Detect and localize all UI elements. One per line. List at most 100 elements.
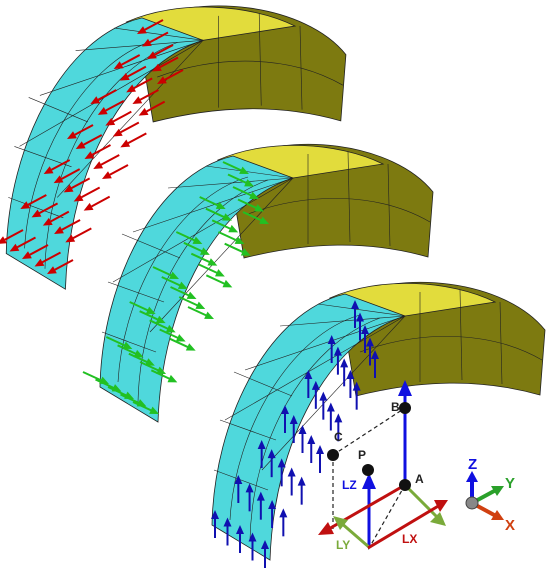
- load-arrow-head: [215, 201, 226, 209]
- load-arrow-shaft: [120, 54, 141, 66]
- load-arrow-head: [167, 374, 178, 383]
- load-arrow-shaft: [183, 241, 203, 253]
- load-arrow-shaft: [190, 252, 210, 263]
- load-arrow-shaft: [198, 263, 218, 274]
- axis-label: LY: [336, 538, 350, 552]
- load-arrow-shaft: [154, 44, 174, 56]
- load-arrow-head: [211, 510, 219, 519]
- load-arrow-head: [245, 483, 254, 493]
- load-arrow-head: [289, 415, 298, 424]
- load-arrow-shaft: [133, 77, 153, 90]
- load-arrow-head: [177, 281, 188, 289]
- load-arrow-shaft: [100, 154, 120, 166]
- load-arrow-head: [119, 72, 130, 81]
- load-arrow-head: [214, 269, 225, 277]
- load-arrow-shaft: [139, 89, 159, 101]
- load-arrow-shaft: [54, 259, 74, 271]
- load-arrow-head: [234, 236, 245, 244]
- load-arrow-shaft: [127, 132, 147, 145]
- load-arrow-head: [157, 76, 167, 84]
- load-arrow-head: [113, 61, 124, 69]
- red-arrows: [0, 19, 184, 274]
- load-arrow-shaft: [139, 310, 159, 321]
- load-arrow-shaft: [90, 195, 111, 208]
- load-arrow-shaft: [4, 229, 24, 241]
- load-arrow-shaft: [83, 134, 103, 146]
- load-arrow-shaft: [16, 236, 36, 249]
- load-arrow-head: [222, 279, 233, 288]
- load-arrow-shaft: [222, 161, 242, 172]
- load-arrow-shaft: [70, 177, 91, 190]
- load-arrow-head: [307, 435, 316, 444]
- load-arrow-head: [351, 300, 359, 309]
- load-arrow-shaft: [105, 336, 125, 347]
- load-arrow-shaft: [41, 251, 61, 264]
- load-arrow-head: [34, 258, 45, 267]
- load-arrow-head: [239, 166, 249, 174]
- load-arrow-head: [156, 366, 167, 374]
- load-arrow-shaft: [175, 231, 195, 242]
- load-arrow-head: [199, 247, 210, 255]
- load-arrow-head: [73, 193, 84, 202]
- load-arrow-shaft: [139, 361, 159, 372]
- load-arrow-shaft: [161, 276, 181, 287]
- load-arrow-shaft: [159, 328, 179, 339]
- load-arrow-head: [84, 151, 95, 159]
- load-arrow-head: [352, 381, 361, 391]
- load-arrow-head: [222, 213, 232, 221]
- load-arrow-shaft: [80, 186, 101, 199]
- blue-arrows: [211, 300, 379, 568]
- load-arrow-head: [120, 139, 131, 148]
- load-arrow-shaft: [107, 386, 127, 397]
- point-label: C: [334, 430, 343, 444]
- load-arrow-head: [281, 405, 289, 414]
- axis-label: LZ: [342, 478, 357, 492]
- load-arrow-head: [304, 370, 313, 379]
- load-arrow-head: [97, 107, 108, 115]
- load-arrow-shaft: [199, 196, 219, 207]
- load-arrow-head: [145, 306, 156, 314]
- load-arrow-head: [31, 209, 42, 218]
- load-arrow-head: [90, 96, 101, 104]
- load-arrow-shaft: [95, 378, 115, 389]
- load-arrow-head: [0, 236, 7, 244]
- load-arrow-head: [63, 184, 74, 193]
- load-arrow-shaft: [217, 231, 238, 242]
- load-arrow-shaft: [109, 164, 129, 176]
- load-arrow-head: [133, 349, 144, 358]
- triad: Z Y X: [465, 456, 515, 534]
- load-arrow-shaft: [170, 286, 190, 297]
- load-arrow-head: [356, 312, 364, 322]
- load-arrow-shaft: [117, 344, 137, 355]
- load-arrow-shaft: [187, 306, 207, 317]
- load-arrow-head: [144, 358, 155, 366]
- load-arrow-head: [204, 311, 214, 319]
- load-arrow-head: [267, 449, 276, 459]
- load-arrow-shaft: [224, 242, 244, 253]
- load-arrow-head: [259, 216, 269, 224]
- load-arrow-shaft: [128, 352, 148, 363]
- load-arrow-shaft: [150, 369, 170, 380]
- load-arrow-head: [138, 107, 149, 116]
- load-arrow-head: [20, 201, 31, 209]
- load-arrow-head: [268, 500, 277, 509]
- load-arrow-head: [149, 406, 159, 414]
- load-arrow-shaft: [29, 244, 49, 256]
- load-arrow-shaft: [237, 198, 257, 209]
- load-arrow-shaft: [159, 56, 179, 69]
- point-label: A: [415, 472, 424, 486]
- load-arrow-head: [249, 191, 259, 199]
- load-arrow-head: [175, 334, 186, 342]
- load-arrow-shaft: [82, 371, 102, 382]
- load-arrow-shaft: [74, 124, 94, 136]
- load-arrow-shaft: [178, 296, 198, 307]
- load-arrow-head: [287, 467, 296, 477]
- load-arrow-shaft: [227, 173, 247, 184]
- load-arrow-shaft: [144, 19, 164, 31]
- load-arrow-shaft: [145, 100, 166, 113]
- load-arrow-shaft: [127, 65, 147, 78]
- load-arrow-head: [67, 131, 77, 139]
- load-arrow-shaft: [60, 168, 81, 180]
- point-label: P: [358, 448, 366, 462]
- load-arrow-head: [42, 217, 53, 226]
